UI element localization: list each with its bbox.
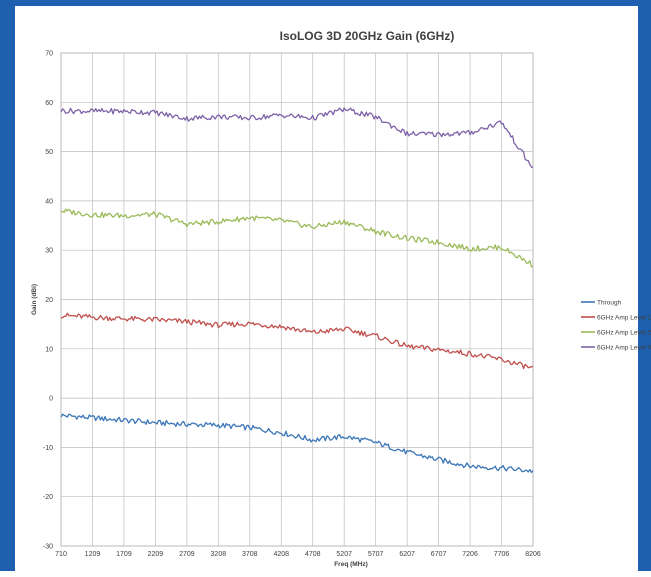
y-tick-label: 30: [45, 248, 53, 255]
chart-title: IsoLOG 3D 20GHz Gain (6GHz): [280, 29, 455, 43]
y-tick-label: -10: [43, 445, 53, 452]
x-tick-label: 6207: [399, 551, 415, 558]
series-line-2: [60, 312, 534, 370]
x-axis-label: Freq (MHz): [334, 561, 368, 568]
y-tick-label: 40: [45, 198, 53, 205]
y-tick-label: 70: [45, 51, 53, 58]
x-tick-label: 3208: [211, 551, 227, 558]
x-tick-label: 2709: [179, 551, 195, 558]
legend-entry: Through: [597, 299, 622, 306]
x-tick-label: 5707: [368, 551, 384, 558]
x-tick-label: 3708: [242, 551, 258, 558]
y-axis-label: Gain (dBi): [31, 284, 38, 315]
line-chart: IsoLOG 3D 20GHz Gain (6GHz) -30 -20 -10 0 10 2…: [31, 29, 651, 568]
y-tick-label: 0: [49, 396, 53, 403]
x-tick-label: 4208: [273, 551, 289, 558]
series-line-3: [60, 208, 534, 268]
x-tick-label: 4708: [305, 551, 321, 558]
y-tick-label: 20: [45, 297, 53, 304]
y-tick-label: -30: [43, 544, 53, 551]
y-tick-label: 50: [45, 149, 53, 156]
y-tick-label: 10: [45, 346, 53, 353]
series-line-4: [60, 107, 534, 169]
legend-entry: 6GHz Amp Level 2: [597, 329, 651, 336]
x-tick-label: 710: [55, 551, 67, 558]
x-tick-label: 8206: [525, 551, 541, 558]
x-tick-label: 6707: [431, 551, 447, 558]
x-tick-label: 7206: [462, 551, 478, 558]
x-tick-label: 2209: [148, 551, 164, 558]
x-tick-label: 1209: [85, 551, 101, 558]
y-tick-label: -20: [43, 494, 53, 501]
x-tick-label: 7706: [494, 551, 510, 558]
x-tick-label: 5207: [336, 551, 352, 558]
x-tick-label: 1709: [116, 551, 132, 558]
y-tick-label: 60: [45, 100, 53, 107]
legend-entry: 6GHz Amp Level 1: [597, 314, 651, 321]
series-line-1: [60, 413, 534, 474]
legend-entry: 6GHz Amp Level 3: [597, 344, 651, 351]
